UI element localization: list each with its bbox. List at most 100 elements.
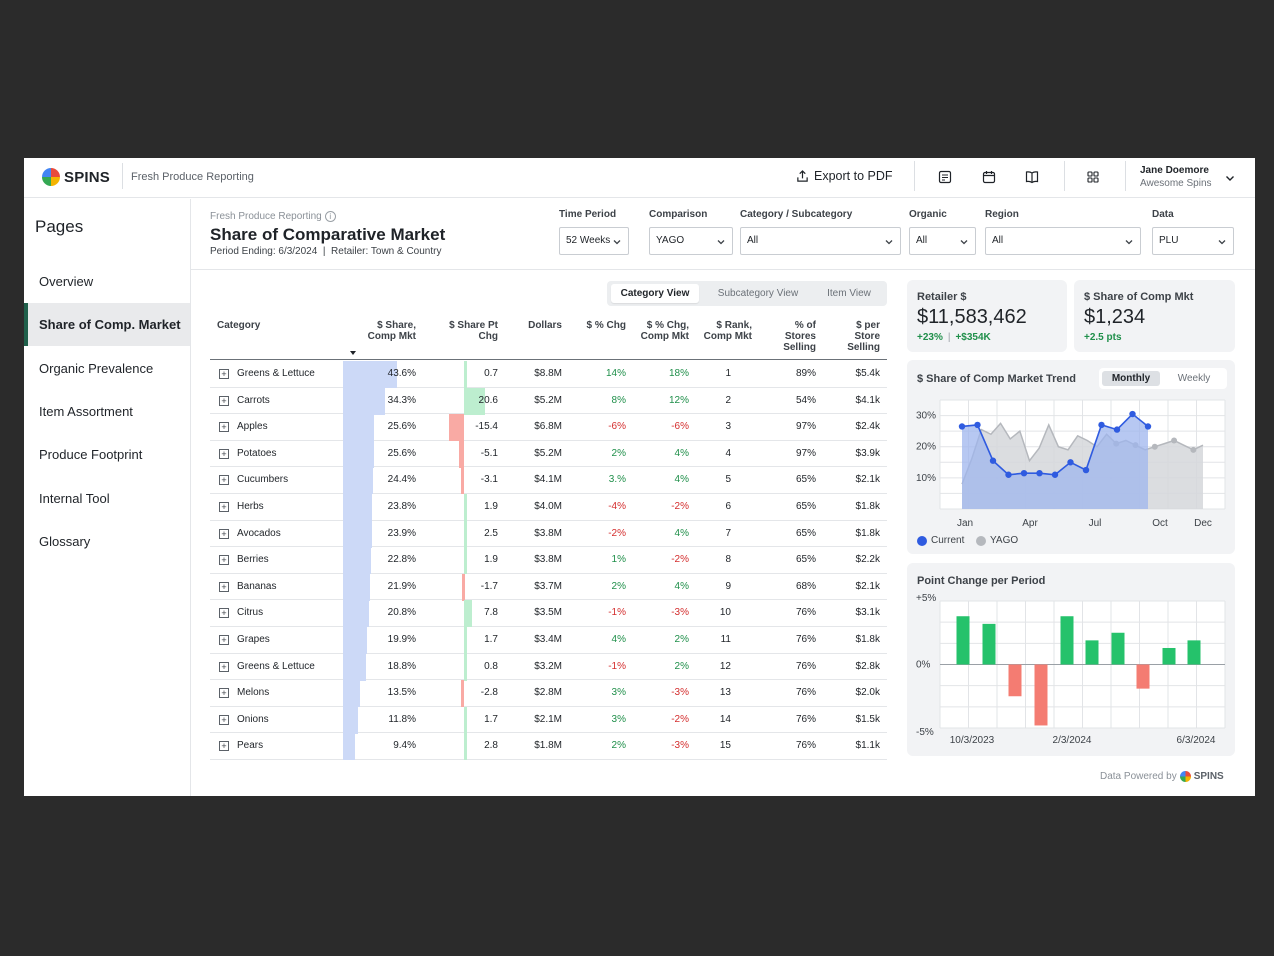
header-dollars[interactable]: Dollars bbox=[528, 320, 562, 331]
monthly-option[interactable]: Monthly bbox=[1102, 371, 1160, 386]
table-row[interactable]: + Avocados 23.9% 2.5 $3.8M -2% 4% 7 65% $1.8k bbox=[210, 520, 887, 548]
header-per-store[interactable]: $ per Store Selling bbox=[834, 320, 880, 353]
user-menu[interactable]: Jane Doemore Awesome Spins bbox=[1140, 165, 1212, 189]
current-point bbox=[1020, 469, 1028, 477]
table-row[interactable]: + Greens & Lettuce 43.6% 0.7 $8.8M 14% 18% 1 89%… bbox=[210, 361, 887, 388]
current-area bbox=[962, 414, 1148, 509]
expand-icon[interactable]: + bbox=[219, 528, 229, 539]
expand-icon[interactable]: + bbox=[219, 608, 229, 619]
sidebar-item-internal-tool[interactable]: Internal Tool bbox=[39, 490, 110, 506]
expand-icon[interactable]: + bbox=[219, 395, 229, 406]
weekly-option[interactable]: Weekly bbox=[1177, 373, 1211, 384]
header-rank-line: $ Rank, bbox=[716, 320, 752, 331]
cell-category: Pears bbox=[237, 740, 264, 752]
sidebar-item-organic-prevalence[interactable]: Organic Prevalence bbox=[39, 360, 154, 376]
current-point bbox=[1098, 421, 1105, 429]
page-title: Share of Comparative Market bbox=[210, 225, 446, 244]
calendar-icon[interactable] bbox=[981, 169, 997, 185]
cell-share-pt: -2.8 bbox=[480, 687, 498, 699]
filter-select-organic[interactable]: All bbox=[909, 227, 976, 255]
cell-share-pt: 2.8 bbox=[484, 740, 498, 752]
header-pct-chg[interactable]: $ % Chg bbox=[586, 320, 626, 331]
chevron-down-icon[interactable] bbox=[1224, 172, 1236, 184]
table-row[interactable]: + Pears 9.4% 2.8 $1.8M 2% -3% 15 76% $1.1k bbox=[210, 733, 887, 761]
table-row[interactable]: + Cucumbers 24.4% -3.1 $4.1M 3.% 4% 5 65% $2.1k bbox=[210, 467, 887, 495]
table-row[interactable]: + Greens & Lettuce 18.8% 0.8 $3.2M -1% 2% 12 76%… bbox=[210, 653, 887, 681]
spins-logo[interactable]: SPINS bbox=[42, 168, 110, 186]
share-pt-bar bbox=[464, 387, 485, 415]
sidebar-item-produce-footprint[interactable]: Produce Footprint bbox=[39, 447, 143, 463]
cell-rank: 3 bbox=[725, 421, 731, 433]
legend-yago[interactable]: YAGO bbox=[976, 535, 1018, 546]
header-rank[interactable]: $ Rank, Comp Mkt bbox=[698, 320, 752, 342]
cell-per-store: $1.8k bbox=[855, 634, 880, 645]
cell-share: 23.9% bbox=[387, 527, 416, 539]
table-row[interactable]: + Herbs 23.8% 1.9 $4.0M -4% -2% 6 65% $1.8k bbox=[210, 494, 887, 521]
table-row[interactable]: + Citrus 20.8% 7.8 $3.5M -1% -3% 10 76% $3.1k bbox=[210, 600, 887, 628]
sidebar-item-share-of-comp-market[interactable]: Share of Comp. Market bbox=[24, 303, 190, 347]
expand-icon[interactable]: + bbox=[219, 741, 229, 752]
table-row[interactable]: + Potatoes 25.6% -5.1 $5.2M 2% 4% 4 97% $3.9k bbox=[210, 440, 887, 468]
header-pct-chg-comp-line: Comp Mkt bbox=[640, 331, 689, 342]
table-row[interactable]: + Onions 11.8% 1.7 $2.1M 3% -2% 14 76% $1.5k bbox=[210, 706, 887, 734]
cell-pct-chg: 2% bbox=[611, 447, 626, 459]
table-row[interactable]: + Bananas 21.9% -1.7 $3.7M 2% 4% 9 68% $2.1k bbox=[210, 573, 887, 601]
header-stores[interactable]: % of Stores Selling bbox=[772, 320, 816, 353]
kpi-value: $11,583,462 bbox=[917, 306, 1027, 328]
table-row[interactable]: + Melons 13.5% -2.8 $2.8M 3% -3% 13 76% $2.0k bbox=[210, 680, 887, 708]
book-icon[interactable] bbox=[1024, 169, 1040, 185]
filter-select-category-subcategory[interactable]: All bbox=[740, 227, 901, 255]
expand-icon[interactable]: + bbox=[219, 688, 229, 699]
share-bar bbox=[343, 520, 373, 548]
table-row[interactable]: + Grapes 19.9% 1.7 $3.4M 4% 2% 11 76% $1.8k bbox=[210, 627, 887, 654]
chevron-down-icon bbox=[885, 240, 893, 245]
divider bbox=[191, 269, 1255, 270]
expand-icon[interactable]: + bbox=[219, 422, 229, 433]
trend-title: $ Share of Comp Market Trend bbox=[917, 373, 1076, 385]
expand-icon[interactable]: + bbox=[219, 448, 229, 459]
expand-icon[interactable]: + bbox=[219, 635, 229, 645]
sidebar-item-overview[interactable]: Overview bbox=[39, 274, 94, 289]
sidebar-item-glossary[interactable]: Glossary bbox=[39, 533, 91, 549]
cell-dollars: $4.1M bbox=[534, 474, 562, 486]
share-bar bbox=[343, 706, 358, 734]
header-share-pt[interactable]: $ Share Pt Chg bbox=[436, 320, 498, 342]
table-row[interactable]: + Berries 22.8% 1.9 $3.8M 1% -2% 8 65% $2.2k bbox=[210, 547, 887, 575]
expand-icon[interactable]: + bbox=[219, 475, 229, 486]
table-row[interactable]: + Carrots 34.3% 20.6 $5.2M 8% 12% 2 54% $4.1k bbox=[210, 387, 887, 415]
cell-pct-chg-comp: -2% bbox=[671, 554, 689, 566]
table-row[interactable]: + Apples 25.6% -15.4 $6.8M -6% -6% 3 97% $2.4k bbox=[210, 414, 887, 442]
sidebar-item-item-assortment[interactable]: Item Assortment bbox=[39, 403, 133, 419]
view-option-category-view[interactable]: Category View bbox=[611, 284, 699, 303]
expand-icon[interactable]: + bbox=[219, 502, 229, 512]
export-pdf-button[interactable]: Export to PDF bbox=[796, 169, 893, 183]
header-category[interactable]: Category bbox=[217, 320, 261, 331]
kpi-label: Retailer $ bbox=[917, 291, 967, 303]
expand-icon[interactable]: + bbox=[219, 369, 229, 379]
expand-icon[interactable]: + bbox=[219, 714, 229, 725]
filter-select-data[interactable]: PLU bbox=[1152, 227, 1234, 255]
expand-icon[interactable]: + bbox=[219, 555, 229, 566]
y-tick-label: 20% bbox=[916, 442, 936, 453]
view-option-subcategory-view[interactable]: Subcategory View bbox=[717, 288, 799, 299]
header-share[interactable]: $ Share, Comp Mkt bbox=[358, 320, 416, 342]
cell-pct-chg: 2% bbox=[611, 740, 626, 752]
header-pct-chg-comp[interactable]: $ % Chg, Comp Mkt bbox=[632, 320, 689, 342]
cell-category: Carrots bbox=[237, 394, 270, 406]
filter-select-region[interactable]: All bbox=[985, 227, 1141, 255]
notes-icon[interactable] bbox=[937, 169, 953, 185]
expand-icon[interactable]: + bbox=[219, 581, 229, 592]
filter-select-time-period[interactable]: 52 Weeks bbox=[559, 227, 629, 255]
share-bar bbox=[343, 547, 372, 575]
legend-current[interactable]: Current bbox=[917, 535, 964, 546]
view-toggle: Category View Subcategory View Item View bbox=[607, 281, 887, 306]
apps-grid-icon[interactable] bbox=[1085, 169, 1101, 185]
expand-icon[interactable]: + bbox=[219, 661, 229, 672]
info-icon[interactable]: i bbox=[324, 211, 336, 222]
cell-category: Cucumbers bbox=[237, 474, 289, 486]
view-option-item-view[interactable]: Item View bbox=[827, 288, 871, 299]
cell-per-store: $3.9k bbox=[855, 447, 880, 459]
filter-select-comparison[interactable]: YAGO bbox=[649, 227, 733, 255]
sort-caret-icon[interactable] bbox=[350, 351, 356, 355]
cell-share: 9.4% bbox=[393, 740, 416, 752]
